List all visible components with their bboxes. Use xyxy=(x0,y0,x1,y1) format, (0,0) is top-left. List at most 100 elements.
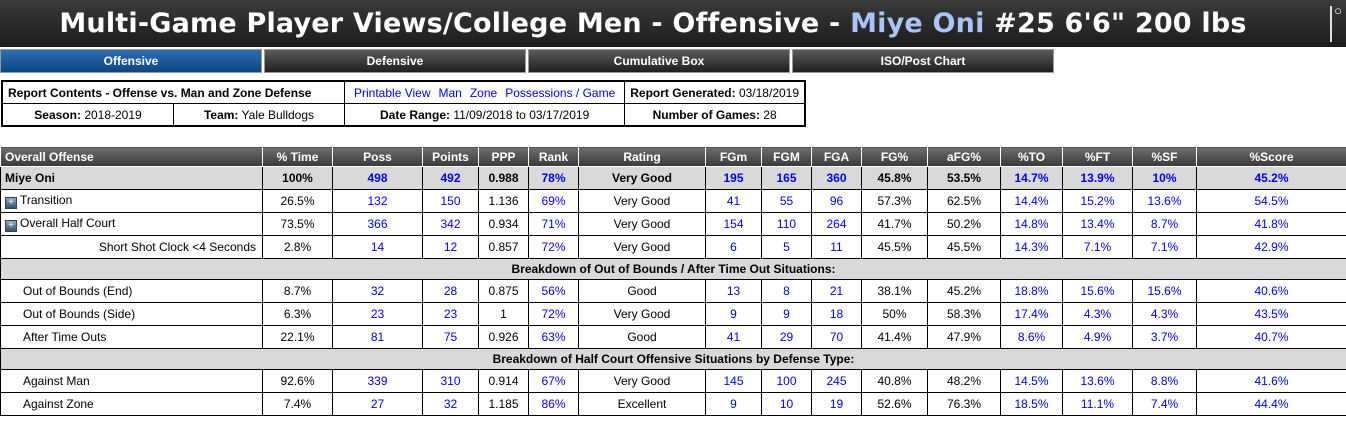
cell-pct-ft[interactable]: 13.9% xyxy=(1062,166,1133,190)
cell-pct-to[interactable]: 14.8% xyxy=(1000,212,1063,236)
cell-rank[interactable]: 56% xyxy=(528,279,579,303)
cell-pct-score[interactable]: 41.8% xyxy=(1196,212,1346,236)
cell-fgm-missed[interactable]: 9 xyxy=(705,392,762,416)
cell-pct-ft[interactable]: 13.4% xyxy=(1062,212,1133,236)
cell-pct-sf[interactable]: 8.7% xyxy=(1132,212,1197,236)
cell-pct-ft[interactable]: 4.3% xyxy=(1062,302,1133,326)
cell-fga[interactable]: 21 xyxy=(811,279,862,303)
cell-points[interactable]: 492 xyxy=(422,166,479,190)
cell-pct-ft[interactable]: 15.2% xyxy=(1062,189,1133,213)
cell-fgm-made[interactable]: 100 xyxy=(761,369,812,393)
cell-poss[interactable]: 32 xyxy=(332,279,423,303)
zone-link[interactable]: Zone xyxy=(469,85,498,100)
cell-fga[interactable]: 245 xyxy=(811,369,862,393)
cell-pct-to[interactable]: 17.4% xyxy=(1000,302,1063,326)
cell-pct-ft[interactable]: 11.1% xyxy=(1062,392,1133,416)
cell-rank[interactable]: 72% xyxy=(528,302,579,326)
cell-pct-score[interactable]: 54.5% xyxy=(1196,189,1346,213)
cell-points[interactable]: 32 xyxy=(422,392,479,416)
cell-rank[interactable]: 67% xyxy=(528,369,579,393)
cell-poss[interactable]: 498 xyxy=(332,166,423,190)
cell-fga[interactable]: 11 xyxy=(811,235,862,259)
cell-pct-score[interactable]: 44.4% xyxy=(1196,392,1346,416)
cell-pct-sf[interactable]: 10% xyxy=(1132,166,1197,190)
cell-pct-score[interactable]: 40.6% xyxy=(1196,279,1346,303)
cell-pct-score[interactable]: 40.7% xyxy=(1196,325,1346,349)
cell-points[interactable]: 342 xyxy=(422,212,479,236)
cell-fgm-missed[interactable]: 41 xyxy=(705,325,762,349)
expand-icon[interactable]: + xyxy=(5,220,17,232)
cell-poss[interactable]: 132 xyxy=(332,189,423,213)
cell-poss[interactable]: 81 xyxy=(332,325,423,349)
cell-fgm-made[interactable]: 9 xyxy=(761,302,812,326)
cell-fga[interactable]: 96 xyxy=(811,189,862,213)
cell-pct-to[interactable]: 18.8% xyxy=(1000,279,1063,303)
tab-offensive[interactable]: Offensive xyxy=(0,49,262,73)
cell-rank[interactable]: 69% xyxy=(528,189,579,213)
cell-pct-ft[interactable]: 4.9% xyxy=(1062,325,1133,349)
cell-pct-sf[interactable]: 13.6% xyxy=(1132,189,1197,213)
cell-points[interactable]: 150 xyxy=(422,189,479,213)
cell-pct-to[interactable]: 14.4% xyxy=(1000,189,1063,213)
cell-rank[interactable]: 78% xyxy=(528,166,579,190)
cell-rank[interactable]: 86% xyxy=(528,392,579,416)
cell-fgm-missed[interactable]: 13 xyxy=(705,279,762,303)
cell-fgm-missed[interactable]: 41 xyxy=(705,189,762,213)
cell-fgm-made[interactable]: 5 xyxy=(761,235,812,259)
cell-fgm-made[interactable]: 29 xyxy=(761,325,812,349)
cell-pct-sf[interactable]: 7.1% xyxy=(1132,235,1197,259)
cell-fgm-missed[interactable]: 154 xyxy=(705,212,762,236)
cell-poss[interactable]: 366 xyxy=(332,212,423,236)
cell-pct-ft[interactable]: 13.6% xyxy=(1062,369,1133,393)
cell-poss[interactable]: 14 xyxy=(332,235,423,259)
cell-fga[interactable]: 264 xyxy=(811,212,862,236)
cell-pct-to[interactable]: 14.5% xyxy=(1000,369,1063,393)
tab-iso-post-chart[interactable]: ISO/Post Chart xyxy=(792,49,1054,73)
cell-fgm-made[interactable]: 110 xyxy=(761,212,812,236)
cell-pct-score[interactable]: 45.2% xyxy=(1196,166,1346,190)
cell-pct-sf[interactable]: 4.3% xyxy=(1132,302,1197,326)
cell-rank[interactable]: 71% xyxy=(528,212,579,236)
cell-pct-sf[interactable]: 8.8% xyxy=(1132,369,1197,393)
cell-rank[interactable]: 63% xyxy=(528,325,579,349)
tab-cumulative-box[interactable]: Cumulative Box xyxy=(528,49,790,73)
cell-fgm-missed[interactable]: 145 xyxy=(705,369,762,393)
cell-pct-sf[interactable]: 3.7% xyxy=(1132,325,1197,349)
cell-poss[interactable]: 27 xyxy=(332,392,423,416)
cell-fga[interactable]: 19 xyxy=(811,392,862,416)
cell-fgm-made[interactable]: 55 xyxy=(761,189,812,213)
cell-fga[interactable]: 360 xyxy=(811,166,862,190)
expand-icon[interactable]: + xyxy=(5,197,17,209)
cell-fgm-made[interactable]: 10 xyxy=(761,392,812,416)
cell-pct-ft[interactable]: 7.1% xyxy=(1062,235,1133,259)
cell-fgm-missed[interactable]: 6 xyxy=(705,235,762,259)
cell-pct-score[interactable]: 43.5% xyxy=(1196,302,1346,326)
cell-poss[interactable]: 23 xyxy=(332,302,423,326)
cell-pct-sf[interactable]: 15.6% xyxy=(1132,279,1197,303)
cell-fgm-made[interactable]: 8 xyxy=(761,279,812,303)
printable-view-link[interactable]: Printable View xyxy=(354,85,431,100)
cell-pct-score[interactable]: 41.6% xyxy=(1196,369,1346,393)
cell-pct-to[interactable]: 14.7% xyxy=(1000,166,1063,190)
cell-rank[interactable]: 72% xyxy=(528,235,579,259)
cell-poss[interactable]: 339 xyxy=(332,369,423,393)
cell-points[interactable]: 75 xyxy=(422,325,479,349)
cell-pct-score[interactable]: 42.9% xyxy=(1196,235,1346,259)
possessions-per-game-link[interactable]: Possessions / Game xyxy=(505,85,616,100)
cell-points[interactable]: 12 xyxy=(422,235,479,259)
cell-fgm-made[interactable]: 165 xyxy=(761,166,812,190)
cell-points[interactable]: 23 xyxy=(422,302,479,326)
cell-fgm-missed[interactable]: 195 xyxy=(705,166,762,190)
cell-fga[interactable]: 18 xyxy=(811,302,862,326)
cell-pct-sf[interactable]: 7.4% xyxy=(1132,392,1197,416)
cell-points[interactable]: 28 xyxy=(422,279,479,303)
cell-fgm-missed[interactable]: 9 xyxy=(705,302,762,326)
cell-points[interactable]: 310 xyxy=(422,369,479,393)
cell-fga[interactable]: 70 xyxy=(811,325,862,349)
man-link[interactable]: Man xyxy=(438,85,462,100)
cell-pct-ft[interactable]: 15.6% xyxy=(1062,279,1133,303)
cell-pct-to[interactable]: 14.3% xyxy=(1000,235,1063,259)
cell-pct-to[interactable]: 18.5% xyxy=(1000,392,1063,416)
cell-pct-to[interactable]: 8.6% xyxy=(1000,325,1063,349)
tab-defensive[interactable]: Defensive xyxy=(264,49,526,73)
